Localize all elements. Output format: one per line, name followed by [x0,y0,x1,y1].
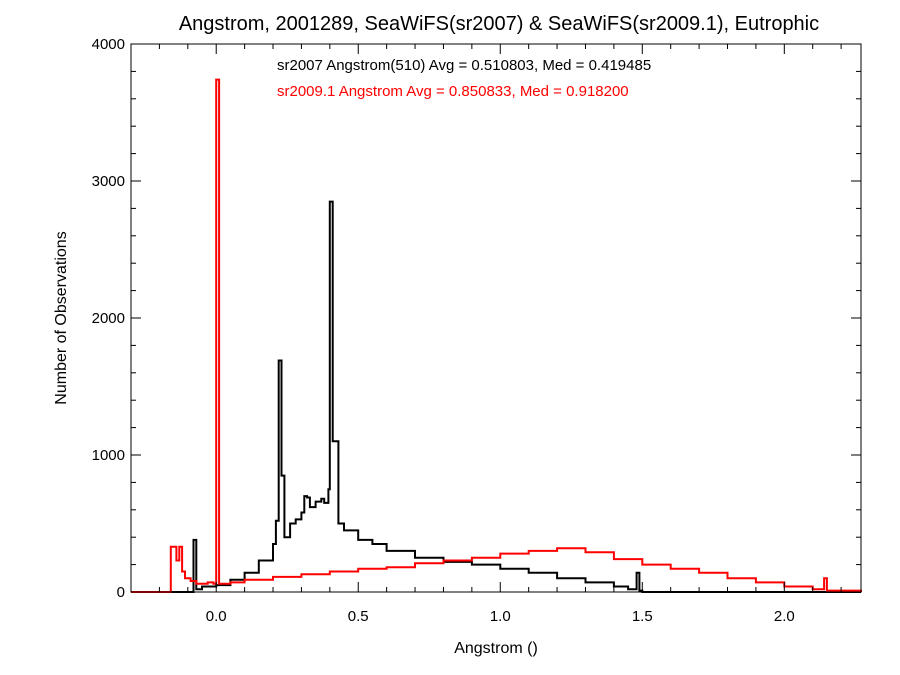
series-line-sr2007 [131,200,861,593]
annotation-sr2009: sr2009.1 Angstrom Avg = 0.850833, Med = … [277,83,629,100]
y-tick-label: 4000 [92,36,125,53]
y-tick-label: 2000 [92,310,125,327]
plot-frame [130,43,862,593]
y-axis-label: Number of Observations [53,231,70,404]
x-tick-label: 0.0 [206,608,227,625]
chart-title: Angstrom, 2001289, SeaWiFS(sr2007) & Sea… [179,13,819,35]
x-tick-label: 1.0 [490,608,511,625]
y-tick-label: 3000 [92,173,125,190]
x-tick-label: 2.0 [774,608,795,625]
y-tick-label: 0 [117,584,125,601]
x-axis: 0.0 0.5 1.0 1.5 2.0 [158,44,842,625]
series-line-sr2009 [131,78,862,593]
x-tick-label: 0.5 [348,608,369,625]
y-tick-label: 1000 [92,447,125,464]
x-tick-label: 1.5 [632,608,653,625]
y-axis: 0 1000 2000 3000 4000 [92,36,861,601]
annotation-sr2007: sr2007 Angstrom(510) Avg = 0.510803, Med… [277,57,651,74]
x-axis-label: Angstrom () [454,640,538,657]
series-layer [131,78,862,593]
